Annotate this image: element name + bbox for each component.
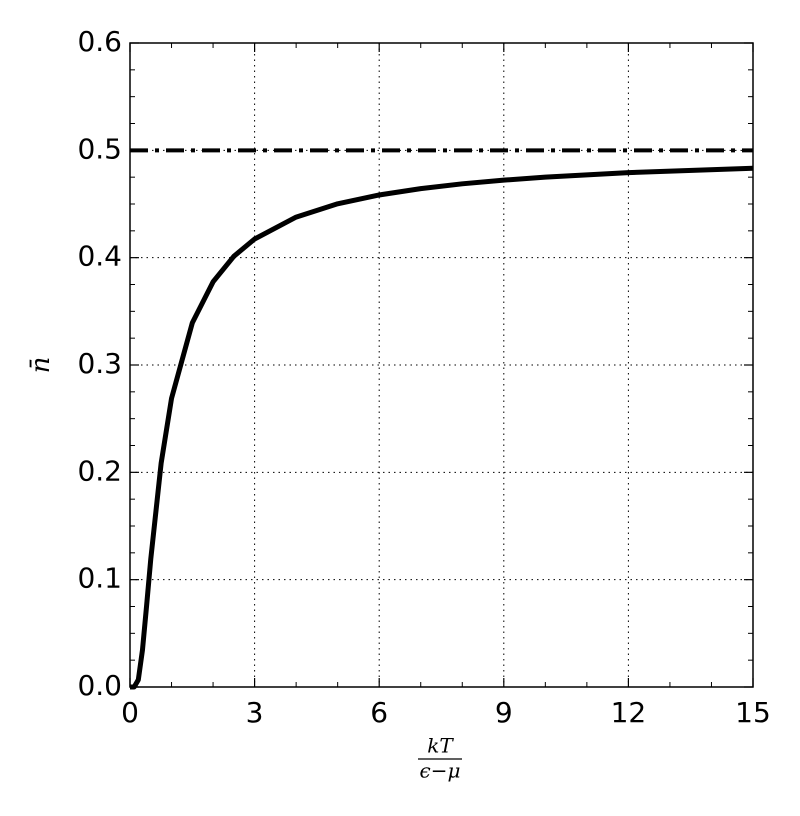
x-tick-label: 12 (611, 696, 647, 729)
y-tick-label: 0.3 (77, 347, 122, 380)
y-tick-label: 0.2 (77, 454, 122, 487)
y-tick-label: 0.4 (77, 240, 122, 273)
x-axis-label-denominator: ϵ−μ (420, 759, 461, 783)
x-tick-label: 6 (370, 696, 388, 729)
y-axis-label: n̄ (26, 357, 56, 374)
y-tick-label: 0.0 (77, 669, 122, 702)
x-tick-label: 15 (735, 696, 771, 729)
x-tick-label: 9 (495, 696, 513, 729)
x-axis-label-numerator: kT (427, 734, 454, 758)
x-tick-label: 3 (246, 696, 264, 729)
plot-frame (129, 42, 754, 688)
y-tick-label: 0.1 (77, 562, 122, 595)
y-tick-label: 0.5 (77, 132, 122, 165)
y-tick-label: 0.6 (77, 25, 122, 58)
series-line (129, 165, 754, 690)
x-tick-label: 0 (121, 696, 139, 729)
